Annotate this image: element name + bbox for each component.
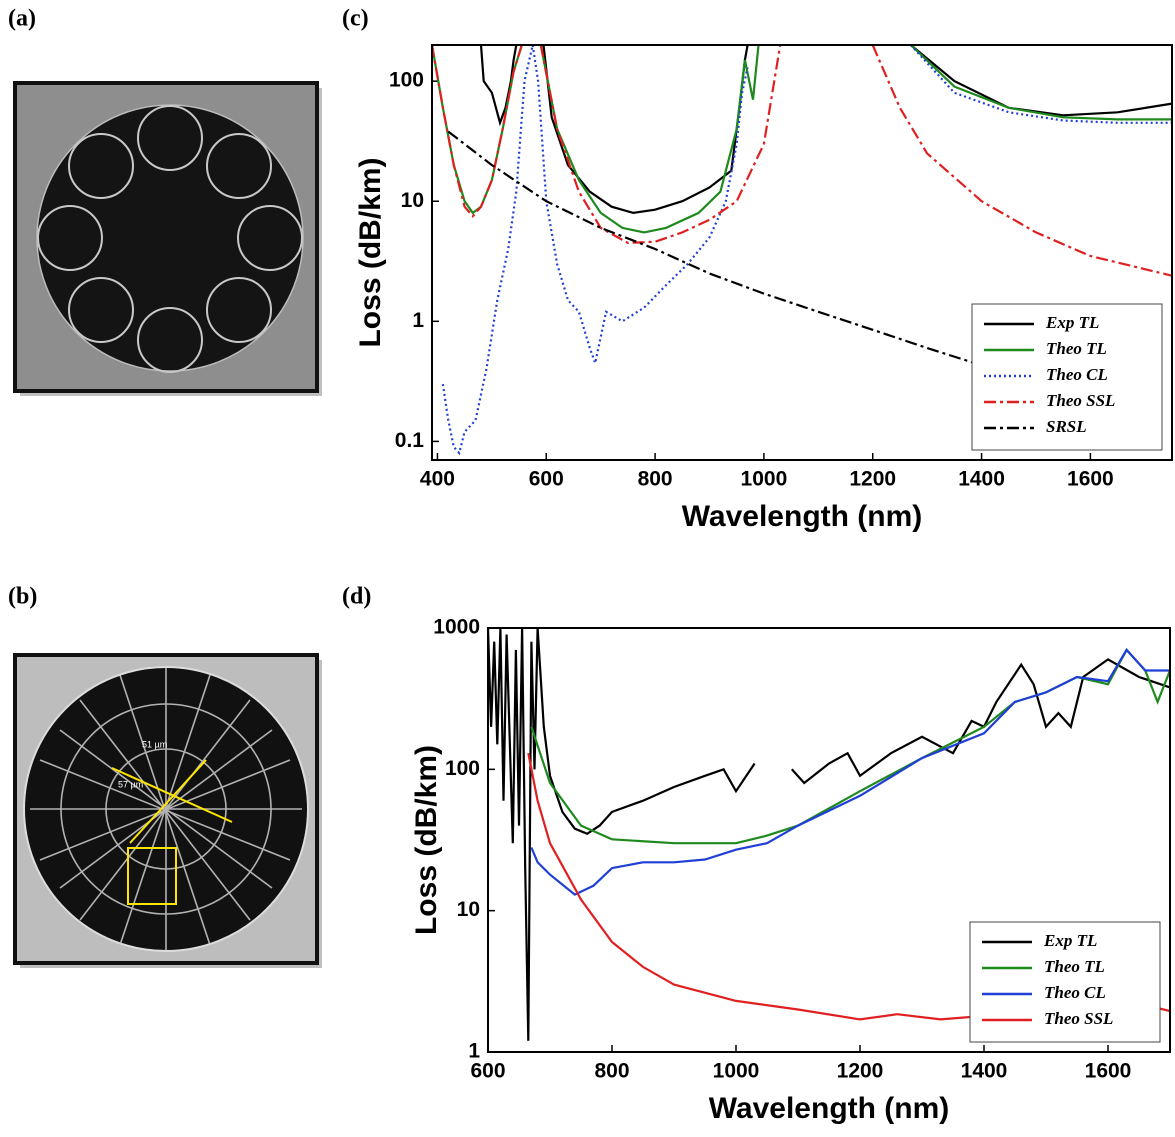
panel-label: (d) bbox=[342, 584, 371, 610]
plot-frame bbox=[487, 627, 1171, 1053]
legend-box bbox=[971, 303, 1163, 451]
x-tick-label: 1400 bbox=[958, 468, 1005, 491]
series-line bbox=[432, 45, 1172, 277]
y-tick-label: 1 bbox=[468, 1040, 480, 1063]
panel-label: (c) bbox=[342, 6, 369, 32]
series-line bbox=[488, 628, 1170, 1041]
legend-label: Theo TL bbox=[1046, 339, 1107, 358]
legend-label: Theo CL bbox=[1046, 365, 1108, 384]
x-tick-label: 600 bbox=[529, 468, 564, 491]
legend-label: Exp TL bbox=[1043, 931, 1097, 950]
panel-label: (b) bbox=[8, 584, 37, 610]
x-tick-label: 600 bbox=[470, 1060, 505, 1083]
y-axis-label: Loss (dB/km) bbox=[354, 157, 387, 347]
legend-label: Theo TL bbox=[1044, 957, 1105, 976]
legend-label: Theo CL bbox=[1044, 983, 1106, 1002]
x-tick-label: 1200 bbox=[849, 468, 896, 491]
y-axis-label: Loss (dB/km) bbox=[410, 745, 443, 935]
series-line bbox=[441, 45, 1172, 456]
fiber-image-b: 51 µm 57 µm bbox=[13, 653, 322, 968]
x-tick-label: 1600 bbox=[1085, 1060, 1132, 1083]
legend-label: SRSL bbox=[1046, 417, 1087, 436]
x-tick-label: 400 bbox=[420, 468, 455, 491]
x-tick-label: 800 bbox=[594, 1060, 629, 1083]
y-tick-label: 0.1 bbox=[395, 429, 425, 452]
panel-label: (a) bbox=[8, 6, 36, 32]
series-line bbox=[447, 130, 1037, 381]
dimension-label: 57 µm bbox=[118, 779, 143, 789]
dimension-label: 51 µm bbox=[142, 739, 167, 749]
legend-label: Theo SSL bbox=[1044, 1009, 1113, 1028]
y-tick-label: 1 bbox=[412, 309, 424, 332]
x-tick-label: 1000 bbox=[741, 468, 788, 491]
fiber-image-a bbox=[13, 81, 322, 396]
y-tick-label: 10 bbox=[457, 898, 480, 921]
x-tick-label: 1600 bbox=[1067, 468, 1114, 491]
plot-frame bbox=[431, 44, 1173, 461]
x-tick-label: 800 bbox=[638, 468, 673, 491]
x-tick-label: 1000 bbox=[713, 1060, 760, 1083]
series-line bbox=[432, 45, 1172, 234]
y-tick-label: 1000 bbox=[433, 616, 480, 639]
x-tick-label: 1400 bbox=[961, 1060, 1008, 1083]
legend-label: Theo SSL bbox=[1046, 391, 1115, 410]
y-tick-label: 10 bbox=[401, 189, 424, 212]
x-axis-label: Wavelength (nm) bbox=[709, 1092, 950, 1125]
y-tick-label: 100 bbox=[445, 757, 480, 780]
x-axis-label: Wavelength (nm) bbox=[682, 500, 923, 533]
series-line bbox=[530, 648, 1170, 896]
x-tick-label: 1200 bbox=[837, 1060, 884, 1083]
y-tick-label: 100 bbox=[389, 69, 424, 92]
plot-lines bbox=[432, 45, 1172, 456]
legend-label: Exp TL bbox=[1045, 313, 1099, 332]
